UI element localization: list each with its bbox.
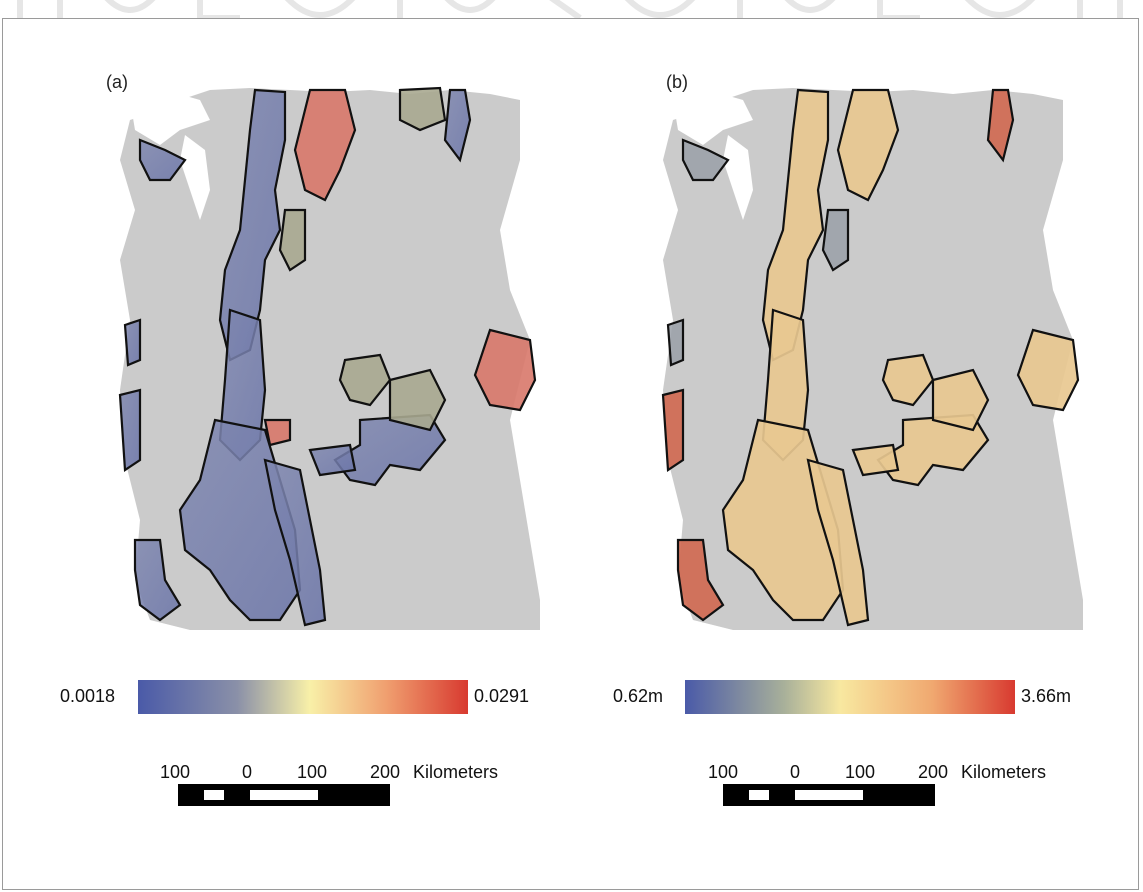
scale-unit-label: Kilometers	[413, 762, 499, 782]
legend-colorbar	[685, 680, 1015, 714]
scale-tick-label: 100	[845, 762, 876, 782]
panel-label: (b)	[666, 72, 688, 92]
regions-low	[118, 88, 472, 627]
legend-max-label: 3.66m	[1021, 686, 1072, 706]
regions-high	[661, 88, 1015, 622]
regions-low	[666, 138, 850, 367]
scale-tick-label: 100	[297, 762, 328, 782]
scale-tick-label: 0	[242, 762, 253, 782]
panel-label: (a)	[106, 72, 128, 92]
water-body	[673, 90, 753, 145]
regions-high	[263, 88, 537, 447]
scale-bar	[178, 784, 390, 806]
scale-tick-label: 200	[918, 762, 949, 782]
map-b	[661, 88, 1083, 630]
map-a	[118, 86, 540, 630]
legend-colorbar	[138, 680, 468, 714]
legend-max-label: 0.0291	[474, 686, 530, 706]
legend-min-label: 0.0018	[60, 686, 116, 706]
panel-a: (a)	[0, 0, 560, 892]
panel-b: (b) 0.62m 3.66m 100	[545, 0, 1105, 892]
regions-mid	[721, 88, 1080, 627]
water-body	[130, 90, 210, 145]
scale-tick-label: 100	[160, 762, 191, 782]
scale-tick-label: 0	[790, 762, 801, 782]
regions-mid	[278, 86, 447, 432]
scale-tick-label: 200	[370, 762, 401, 782]
water-inlet	[180, 135, 210, 220]
water-inlet	[723, 135, 753, 220]
scale-unit-label: Kilometers	[961, 762, 1047, 782]
legend-min-label: 0.62m	[613, 686, 664, 706]
scale-bar	[723, 784, 935, 806]
scale-tick-label: 100	[708, 762, 739, 782]
